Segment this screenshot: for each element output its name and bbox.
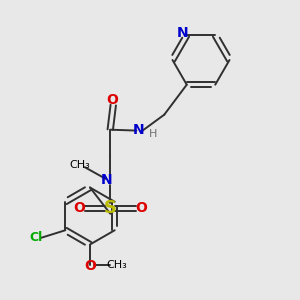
Text: O: O — [107, 93, 118, 107]
Text: CH₃: CH₃ — [106, 260, 128, 270]
Text: CH₃: CH₃ — [69, 160, 90, 170]
Text: S: S — [104, 199, 117, 217]
Text: N: N — [176, 26, 188, 40]
Text: O: O — [74, 201, 85, 215]
Text: N: N — [101, 173, 112, 187]
Text: N: N — [132, 123, 144, 137]
Text: H: H — [149, 129, 157, 139]
Text: Cl: Cl — [29, 231, 43, 244]
Text: O: O — [135, 201, 147, 215]
Text: O: O — [84, 259, 96, 273]
